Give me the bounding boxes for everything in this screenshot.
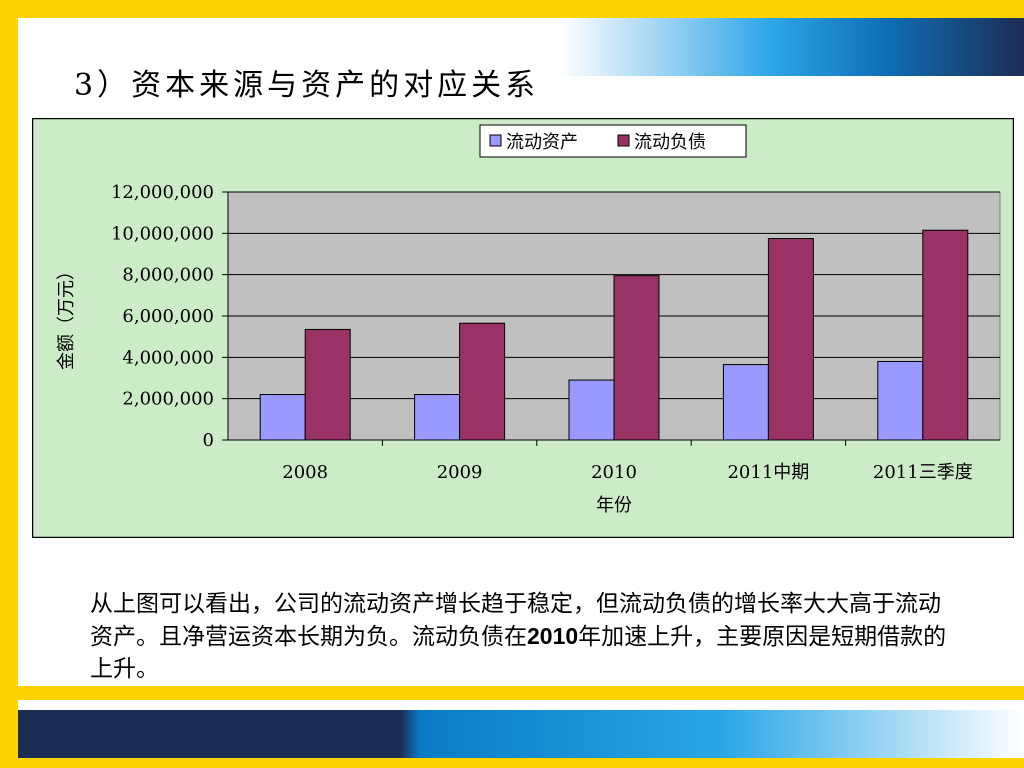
slide-title: 3）资本来源与资产的对应关系 bbox=[74, 68, 540, 103]
analysis-text-part1: 从上图可以看出，公司的流动资产增长趋于稳定，但流动负债的增长率大大高于流动资产。… bbox=[90, 591, 941, 650]
footer-separator bbox=[18, 700, 1024, 710]
legend-swatch-current-liabilities bbox=[617, 134, 630, 147]
legend-swatch-current-assets bbox=[489, 134, 502, 147]
y-tick-label: 8,000,000 bbox=[122, 265, 214, 286]
y-tick-label: 12,000,000 bbox=[111, 182, 214, 203]
legend-label-current-assets: 流动资产 bbox=[506, 132, 578, 153]
x-axis-title: 年份 bbox=[596, 495, 632, 516]
x-tick-label: 2011中期 bbox=[727, 462, 809, 483]
analysis-paragraph: 从上图可以看出，公司的流动资产增长趋于稳定，但流动负债的增长率大大高于流动资产。… bbox=[90, 588, 960, 685]
legend-box bbox=[479, 124, 747, 158]
bar-current-assets-0 bbox=[259, 394, 306, 441]
y-tick-label: 4,000,000 bbox=[122, 347, 214, 368]
footer-gradient-band bbox=[18, 710, 1024, 758]
x-tick-label: 2011三季度 bbox=[873, 462, 973, 483]
y-axis-title: 金额（万元） bbox=[56, 262, 77, 370]
bar-current-liabilities-0 bbox=[304, 328, 351, 441]
y-tick-label: 6,000,000 bbox=[122, 306, 214, 327]
bar-current-liabilities-3 bbox=[767, 238, 814, 441]
x-tick-label: 2008 bbox=[282, 462, 328, 483]
bar-current-liabilities-2 bbox=[613, 275, 660, 441]
y-tick-label: 2,000,000 bbox=[122, 389, 214, 410]
bar-current-liabilities-4 bbox=[922, 229, 969, 441]
bar-current-assets-3 bbox=[722, 364, 769, 441]
bar-chart: 0 2,000,000 4,000,000 6,000,000 8,000,000 10,… bbox=[32, 118, 1014, 538]
bar-current-liabilities-1 bbox=[459, 322, 506, 441]
bar-current-assets-1 bbox=[414, 394, 461, 441]
analysis-year: 2010 bbox=[527, 623, 579, 649]
analysis-text-part2: 年加速上升，主要原因是短期借款的上升。 bbox=[90, 624, 947, 682]
x-tick-label: 2010 bbox=[591, 462, 637, 483]
bar-current-assets-2 bbox=[568, 379, 615, 441]
legend-label-current-liabilities: 流动负债 bbox=[634, 132, 706, 153]
header-gradient-band bbox=[560, 18, 1024, 76]
y-tick-label: 0 bbox=[203, 430, 214, 451]
x-tick-label: 2009 bbox=[437, 462, 483, 483]
y-tick-label: 10,000,000 bbox=[111, 223, 214, 244]
bar-current-assets-4 bbox=[877, 360, 924, 441]
